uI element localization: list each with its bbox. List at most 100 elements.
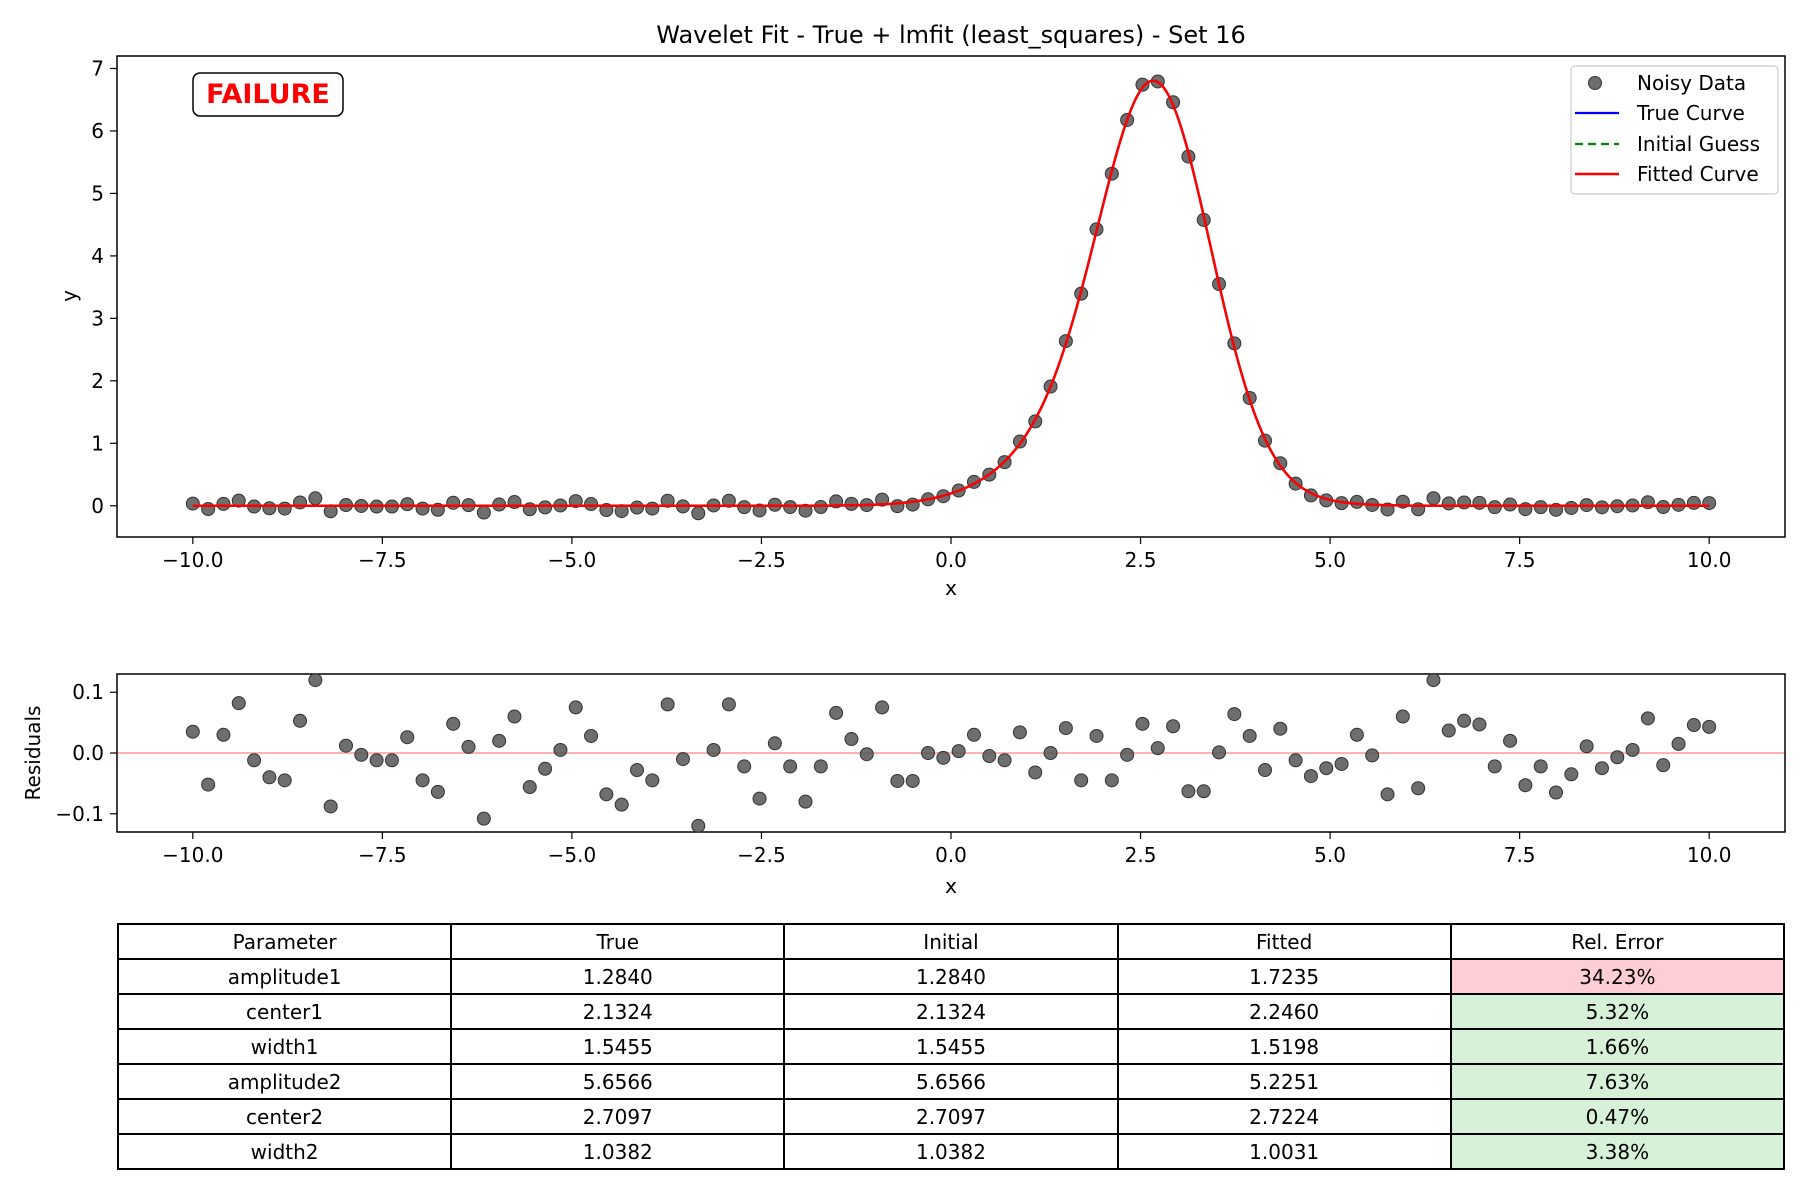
residual-point bbox=[369, 753, 384, 768]
residual-point bbox=[675, 752, 690, 767]
table-cell: 2.1324 bbox=[783, 993, 1119, 1030]
residual-point bbox=[247, 753, 262, 768]
residual-point bbox=[308, 673, 323, 688]
noisy-data-point bbox=[752, 503, 767, 518]
legend-marker-noisy-data bbox=[1588, 76, 1602, 90]
noisy-data-point bbox=[660, 493, 675, 508]
legend-label-initial-guess: Initial Guess bbox=[1637, 132, 1760, 156]
residual-point bbox=[1503, 733, 1518, 748]
residual-point bbox=[323, 799, 338, 814]
failure-label: FAILURE bbox=[206, 79, 330, 110]
rel-error-cell: 5.32% bbox=[1449, 993, 1786, 1030]
residual-point bbox=[553, 742, 568, 757]
y-tick-label: 4 bbox=[91, 244, 104, 268]
noisy-data-point bbox=[400, 497, 415, 512]
legend-label-fitted-curve: Fitted Curve bbox=[1637, 162, 1759, 186]
residual-point bbox=[1028, 765, 1043, 780]
residual-point bbox=[1594, 761, 1609, 776]
residual-point bbox=[1334, 756, 1349, 771]
parameter-table: Parameter True Initial Fitted Rel. Error ampl… bbox=[116, 923, 1786, 1170]
table-header-cell: Fitted bbox=[1116, 923, 1452, 960]
table-cell: 2.1324 bbox=[450, 993, 786, 1030]
table-cell: 1.7235 bbox=[1116, 958, 1452, 995]
rel-error-cell: 34.23% bbox=[1449, 958, 1786, 995]
noisy-data-point bbox=[721, 493, 736, 508]
residual-point bbox=[1656, 758, 1671, 773]
residual-point bbox=[844, 732, 859, 747]
residual-point bbox=[630, 763, 645, 778]
residual-point bbox=[1625, 742, 1640, 757]
residuals-y-axis-label: Residuals bbox=[21, 706, 45, 801]
y-tick-label: 0.0 bbox=[72, 741, 104, 765]
table-cell: 1.5198 bbox=[1116, 1028, 1452, 1065]
table-row: width2 1.0382 1.0382 1.0031 3.38% bbox=[116, 1133, 1786, 1170]
residual-point bbox=[1104, 773, 1119, 788]
table-header-cell: Rel. Error bbox=[1449, 923, 1786, 960]
residual-point bbox=[400, 730, 415, 745]
residual-point bbox=[1579, 739, 1594, 754]
residual-point bbox=[216, 727, 231, 742]
noisy-data-point bbox=[476, 505, 491, 520]
residual-point bbox=[614, 797, 629, 812]
table-cell: center1 bbox=[116, 993, 453, 1030]
noisy-data-point bbox=[875, 492, 890, 507]
residual-point bbox=[476, 811, 491, 826]
residual-point bbox=[185, 724, 200, 739]
noisy-data-point bbox=[1686, 495, 1701, 510]
residual-point bbox=[660, 697, 675, 712]
table-cell: 2.7097 bbox=[450, 1098, 786, 1135]
main-plot-frame bbox=[116, 55, 1786, 538]
residual-point bbox=[354, 747, 369, 762]
table-row: amplitude2 5.6566 5.6566 5.2251 7.63% bbox=[116, 1063, 1786, 1100]
failure-badge: FAILURE bbox=[192, 72, 344, 117]
x-tick-label: 5.0 bbox=[1314, 548, 1346, 572]
residual-point bbox=[875, 700, 890, 715]
residual-point bbox=[277, 773, 292, 788]
noisy-data-point bbox=[492, 497, 507, 512]
residual-point bbox=[293, 713, 308, 728]
noisy-data-point bbox=[584, 497, 599, 512]
table-cell: width1 bbox=[116, 1028, 453, 1065]
legend: Noisy Data True Curve Initial Guess Fitt… bbox=[1570, 65, 1779, 195]
table-cell: 1.0382 bbox=[783, 1133, 1119, 1170]
y-tick-label: 0.1 bbox=[72, 680, 104, 704]
residual-point bbox=[599, 787, 614, 802]
residual-point bbox=[1411, 781, 1426, 796]
noisy-data-point bbox=[231, 493, 246, 508]
residual-point bbox=[813, 759, 828, 774]
noisy-data-point bbox=[1702, 496, 1717, 511]
table-row: width1 1.5455 1.5455 1.5198 1.66% bbox=[116, 1028, 1786, 1065]
y-tick-label: −0.1 bbox=[55, 802, 104, 826]
noisy-data-point bbox=[783, 500, 798, 515]
residual-point bbox=[1043, 746, 1058, 760]
noisy-data-point bbox=[645, 501, 660, 516]
table-cell: 1.2840 bbox=[450, 958, 786, 995]
noisy-data-point bbox=[844, 496, 859, 511]
table-cell: amplitude2 bbox=[116, 1063, 453, 1100]
residual-point bbox=[1671, 736, 1686, 751]
residuals-y-ticks: −0.1 0.0 0.1 bbox=[55, 680, 117, 826]
residual-point bbox=[1610, 750, 1625, 765]
residual-point bbox=[1181, 784, 1196, 799]
noisy-data-point bbox=[630, 500, 645, 515]
residual-point bbox=[1702, 719, 1717, 734]
residual-point bbox=[982, 749, 997, 764]
x-tick-label: −7.5 bbox=[358, 548, 407, 572]
residual-point bbox=[1533, 759, 1548, 774]
fitted-curve-line bbox=[192, 79, 1710, 508]
residual-point bbox=[1686, 718, 1701, 733]
table-cell: amplitude1 bbox=[116, 958, 453, 995]
x-tick-label: 0.0 bbox=[935, 843, 967, 867]
noisy-data-point bbox=[1426, 491, 1441, 506]
y-tick-label: 7 bbox=[91, 56, 104, 80]
y-tick-label: 3 bbox=[91, 306, 104, 330]
residual-point bbox=[859, 747, 874, 762]
table-header-cell: True bbox=[450, 923, 786, 960]
residual-point bbox=[1349, 727, 1364, 742]
noisy-data-point bbox=[308, 491, 323, 506]
residual-point bbox=[1487, 759, 1502, 774]
residual-point bbox=[201, 777, 216, 792]
x-tick-label: 0.0 bbox=[935, 548, 967, 572]
table-row: center2 2.7097 2.7097 2.7224 0.47% bbox=[116, 1098, 1786, 1135]
residual-point bbox=[1457, 713, 1472, 728]
